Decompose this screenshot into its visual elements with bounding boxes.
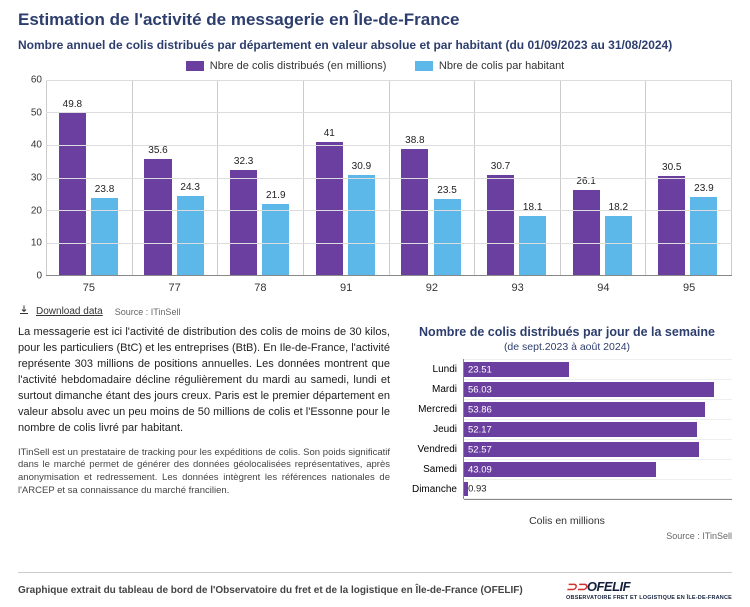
chart1-source: Source : ITinSell <box>115 307 181 317</box>
download-link[interactable]: Download data <box>36 306 103 317</box>
chart2-x-label: Colis en millions <box>402 515 732 527</box>
hbar-row: Mercredi53.86 <box>402 399 732 419</box>
ofelif-logo: ⊃⊃OFELIF OBSERVATOIRE FRET ET LOGISTIQUE… <box>566 579 732 601</box>
chart1-plot: 49.823.835.624.332.321.94130.938.823.530… <box>46 80 732 276</box>
chart1-y-axis: 0102030405060 <box>18 80 44 276</box>
chart2-source: Source : ITinSell <box>402 531 732 541</box>
chart2-subtitle: (de sept.2023 à août 2024) <box>402 341 732 353</box>
hbar-row: Jeudi52.17 <box>402 419 732 439</box>
methodology-paragraph: ITinSell est un prestataire de tracking … <box>18 447 390 498</box>
legend-label-2: Nbre de colis par habitant <box>439 60 564 72</box>
chart1-x-axis: 7577789192939495 <box>46 278 732 300</box>
hbar-row: Vendredi52.57 <box>402 439 732 459</box>
legend-item-2: Nbre de colis par habitant <box>415 60 564 72</box>
download-icon[interactable] <box>18 304 30 319</box>
page-footer: Graphique extrait du tableau de bord de … <box>18 572 732 601</box>
chart2-x-axis <box>464 499 732 513</box>
hbar-row: Samedi43.09 <box>402 459 732 479</box>
chart1-subtitle: Nombre annuel de colis distribués par dé… <box>18 38 732 52</box>
chart2-title: Nombre de colis distribués par jour de l… <box>402 325 732 339</box>
chart2-plot: Lundi23.51Mardi56.03Mercredi53.86Jeudi52… <box>402 359 732 499</box>
hbar-row: Lundi23.51 <box>402 359 732 379</box>
legend-label-1: Nbre de colis distribués (en millions) <box>210 60 387 72</box>
hbar-row: Mardi56.03 <box>402 379 732 399</box>
legend-swatch-1 <box>186 61 204 71</box>
legend-swatch-2 <box>415 61 433 71</box>
page-title: Estimation de l'activité de messagerie e… <box>18 10 732 30</box>
legend-item-1: Nbre de colis distribués (en millions) <box>186 60 387 72</box>
chart1: 0102030405060 49.823.835.624.332.321.941… <box>18 80 732 300</box>
chart1-legend: Nbre de colis distribués (en millions) N… <box>18 58 732 76</box>
footer-text: Graphique extrait du tableau de bord de … <box>18 585 523 596</box>
hbar-row: Dimanche0.93 <box>402 479 732 499</box>
description-paragraph: La messagerie est ici l'activité de dist… <box>18 325 390 437</box>
